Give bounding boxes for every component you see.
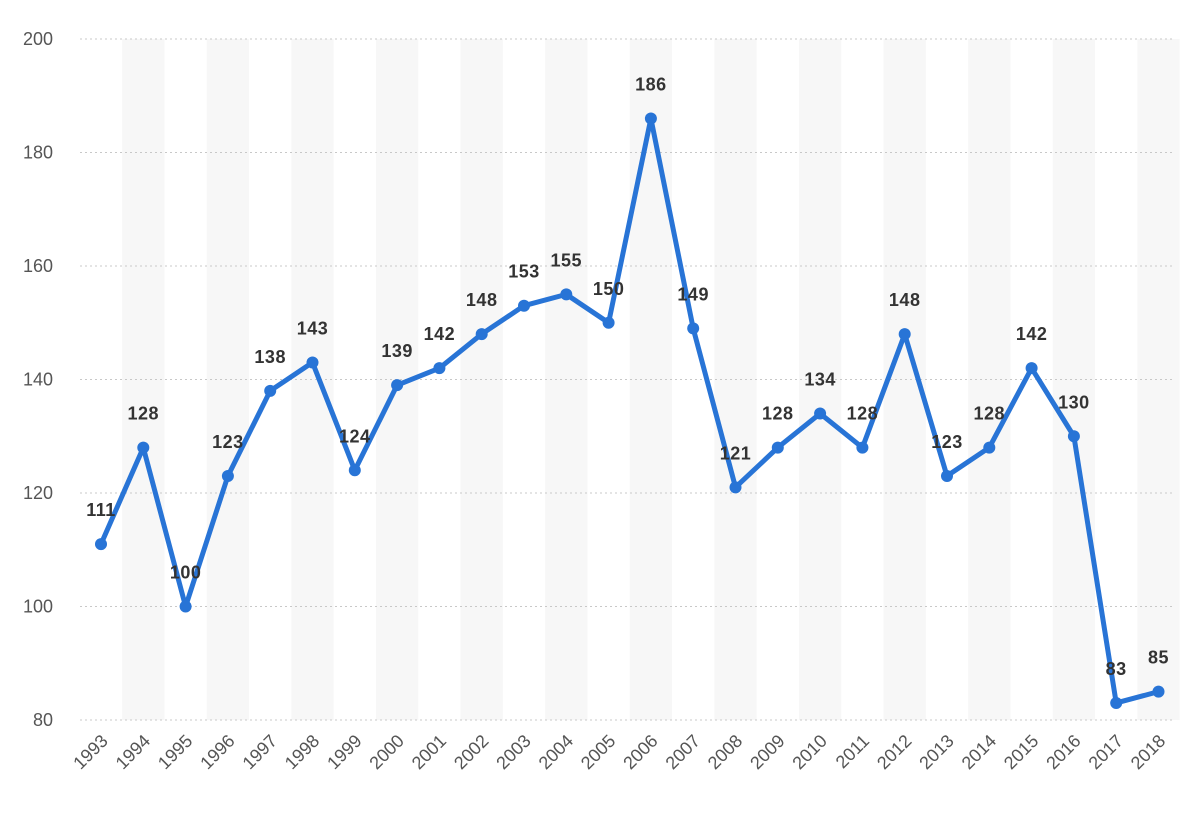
data-point[interactable] (856, 441, 869, 454)
data-point[interactable] (391, 379, 404, 392)
data-point[interactable] (729, 481, 742, 494)
data-label: 128 (128, 404, 160, 424)
data-label: 121 (720, 443, 752, 463)
data-point[interactable] (475, 328, 488, 341)
data-point[interactable] (518, 299, 530, 312)
x-tick-label: 2001 (408, 731, 450, 773)
x-tick-label: 2015 (1000, 731, 1042, 773)
data-point[interactable] (221, 469, 234, 482)
data-label: 148 (889, 290, 921, 310)
x-tick-label: 2007 (662, 731, 704, 773)
column-band (1052, 39, 1096, 720)
data-point[interactable] (264, 384, 277, 397)
x-tick-label: 2009 (746, 731, 788, 773)
y-axis: 80 100 120 140 160 180 200 (23, 29, 53, 730)
data-point[interactable] (898, 328, 911, 341)
y-tick-label: 160 (23, 256, 53, 276)
data-label: 83 (1106, 659, 1127, 679)
data-label: 153 (508, 262, 540, 282)
y-tick-label: 200 (23, 29, 53, 49)
data-label: 186 (635, 74, 667, 94)
x-tick-label: 2014 (958, 731, 1000, 773)
column-band (291, 39, 334, 720)
data-label: 149 (677, 284, 709, 304)
column-band (206, 39, 250, 720)
x-tick-label: 1996 (196, 731, 238, 773)
x-tick-label: 2013 (915, 731, 957, 773)
x-tick-label: 1998 (281, 731, 323, 773)
y-tick-label: 80 (33, 710, 53, 730)
y-tick-label: 120 (23, 483, 53, 503)
series-line (98, 115, 1161, 706)
data-point[interactable] (1152, 685, 1165, 698)
data-label: 124 (339, 426, 371, 446)
data-label: 142 (1016, 324, 1048, 344)
data-point[interactable] (179, 600, 192, 613)
data-label: 143 (297, 318, 329, 338)
y-tick-label: 180 (23, 143, 53, 163)
data-point[interactable] (1110, 696, 1123, 709)
x-tick-label: 1999 (323, 731, 365, 773)
data-label: 155 (551, 250, 583, 270)
column-band (122, 39, 165, 720)
x-tick-label: 2000 (365, 731, 407, 773)
data-label: 139 (381, 341, 413, 361)
series-group (95, 112, 1165, 709)
data-label: 128 (847, 404, 879, 424)
column-band (968, 39, 1011, 720)
data-point[interactable] (1025, 362, 1038, 375)
x-tick-label: 2018 (1127, 731, 1169, 773)
data-label: 111 (86, 500, 116, 520)
y-tick-label: 100 (23, 597, 53, 617)
data-point[interactable] (560, 288, 573, 301)
data-label: 130 (1058, 392, 1090, 412)
x-tick-label: 2005 (577, 731, 619, 773)
data-point[interactable] (814, 407, 827, 420)
data-label: 85 (1148, 648, 1169, 668)
x-tick-label: 2002 (450, 731, 492, 773)
data-point[interactable] (1067, 430, 1080, 443)
x-tick-label: 1995 (154, 731, 196, 773)
data-label: 128 (974, 404, 1006, 424)
data-labels: 111 128 100 123 138 143 124 139 142 148 153 155 150 1… (86, 74, 1169, 679)
x-tick-label: 2017 (1085, 731, 1127, 773)
data-point[interactable] (602, 316, 615, 329)
data-point[interactable] (687, 322, 700, 335)
x-axis: 1993 1994 1995 1996 1997 1998 1999 2000 2001 2002… (69, 731, 1169, 773)
data-point[interactable] (137, 441, 150, 454)
data-point[interactable] (306, 356, 319, 369)
x-tick-label: 2016 (1042, 731, 1084, 773)
data-point[interactable] (433, 362, 446, 375)
data-label: 123 (931, 432, 963, 452)
x-tick-label: 2008 (704, 731, 746, 773)
data-point[interactable] (644, 112, 657, 125)
data-point[interactable] (983, 441, 996, 454)
x-tick-label: 1994 (112, 731, 154, 773)
y-tick-label: 140 (23, 370, 53, 390)
data-label: 148 (466, 290, 498, 310)
x-tick-label: 2012 (873, 731, 915, 773)
x-tick-label: 2011 (832, 731, 874, 773)
x-tick-label: 1997 (239, 731, 281, 773)
data-label: 100 (170, 563, 202, 583)
data-label: 128 (762, 404, 794, 424)
data-label: 142 (424, 324, 456, 344)
x-tick-label: 2006 (619, 731, 661, 773)
column-band (1137, 39, 1180, 720)
data-point[interactable] (95, 538, 107, 551)
x-tick-label: 1993 (69, 731, 111, 773)
data-point[interactable] (348, 464, 361, 477)
x-tick-label: 2010 (788, 731, 830, 773)
x-tick-label: 2004 (535, 731, 577, 773)
x-tick-label: 2003 (492, 731, 534, 773)
data-label: 123 (212, 432, 244, 452)
data-label: 138 (254, 347, 286, 367)
data-label: 134 (804, 370, 836, 390)
data-point[interactable] (771, 441, 784, 454)
data-label: 150 (593, 279, 625, 299)
data-point[interactable] (941, 469, 953, 482)
